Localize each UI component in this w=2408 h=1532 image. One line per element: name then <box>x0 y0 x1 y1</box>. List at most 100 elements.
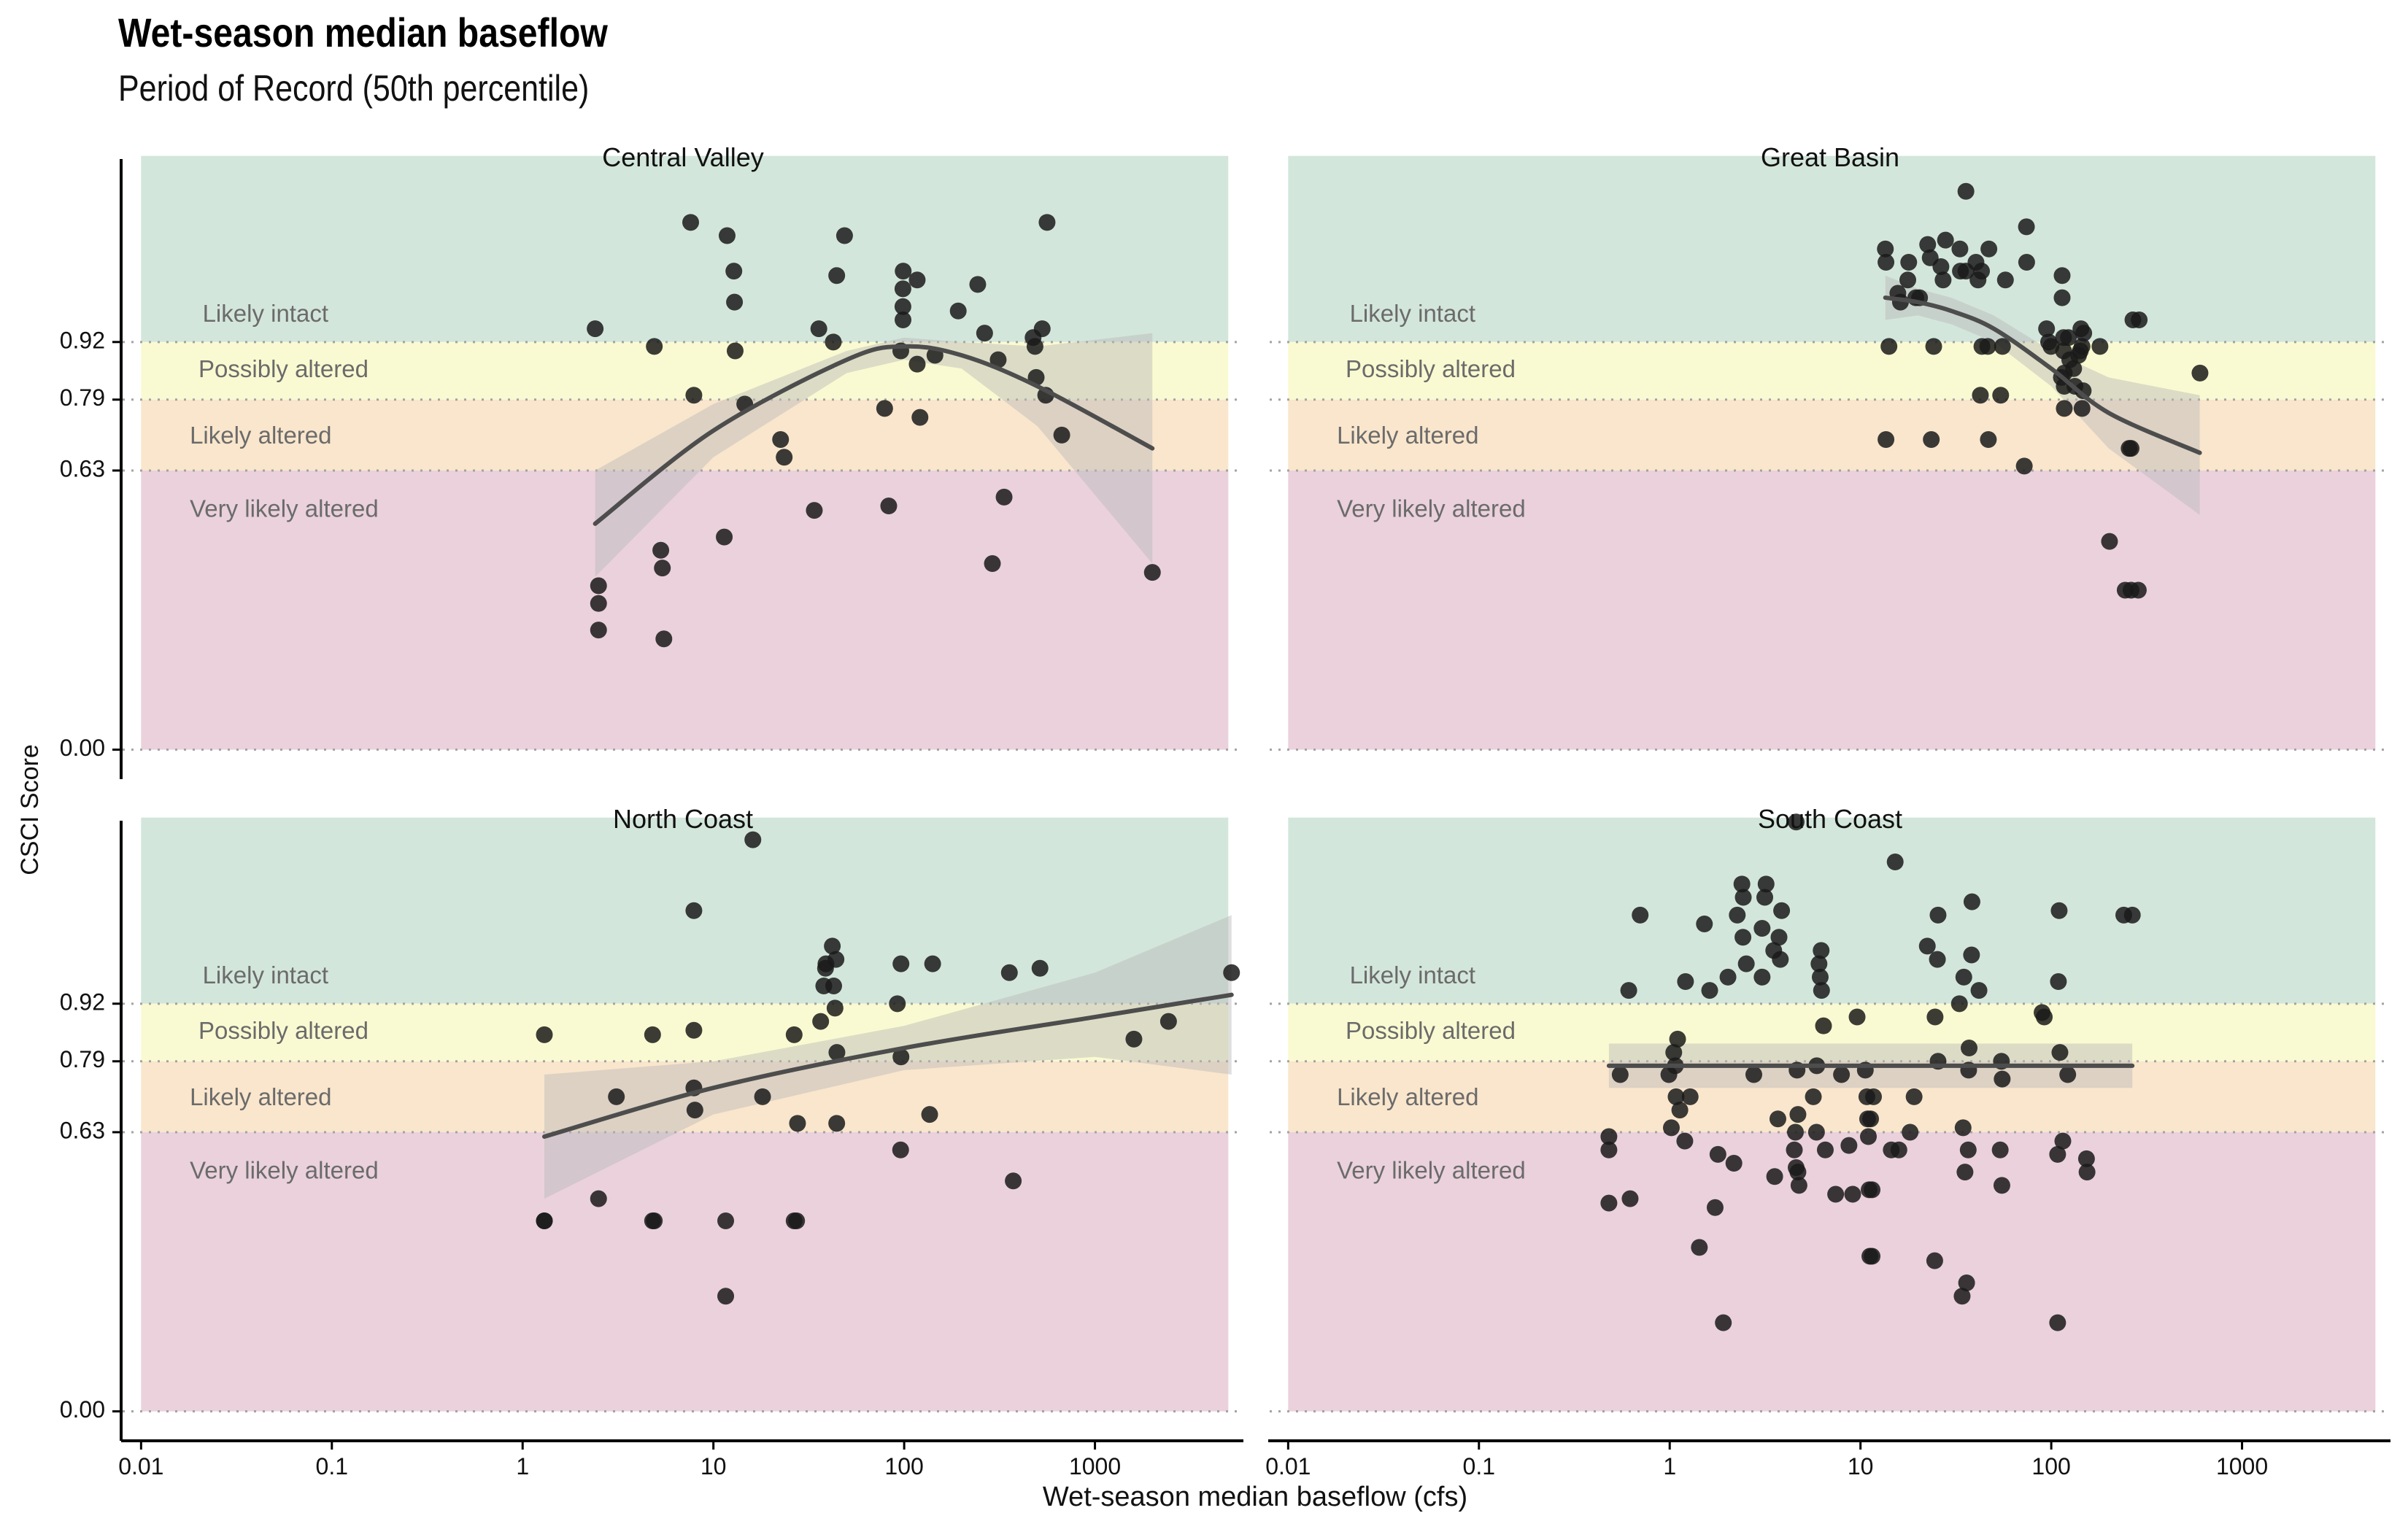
zone-band <box>1288 1003 2376 1061</box>
data-point <box>921 1106 938 1123</box>
data-point <box>1620 982 1637 999</box>
data-point <box>785 1026 803 1043</box>
data-point <box>1787 813 1805 831</box>
data-point <box>1890 1141 1907 1158</box>
data-point <box>1770 929 1788 946</box>
data-point <box>1143 564 1161 581</box>
data-point <box>644 1212 661 1229</box>
zone-label: Very likely altered <box>1337 1156 1526 1183</box>
data-point <box>969 276 987 293</box>
data-point <box>1877 240 1894 258</box>
data-point <box>725 263 743 280</box>
data-point <box>1905 1088 1923 1105</box>
data-point <box>1632 906 1649 924</box>
data-point <box>1031 959 1049 977</box>
data-point <box>1878 430 1895 448</box>
data-point <box>1996 271 2014 289</box>
data-point <box>1859 1128 1877 1145</box>
data-point <box>826 999 844 1017</box>
data-point <box>1787 1123 1805 1141</box>
data-point <box>1766 1168 1783 1185</box>
data-point <box>1958 1274 1975 1291</box>
data-point <box>1053 426 1070 444</box>
data-point <box>726 293 744 311</box>
x-tick-label: 10 <box>701 1453 727 1479</box>
data-point <box>1934 271 1952 289</box>
data-point <box>1880 338 1898 355</box>
data-point <box>1959 1141 1977 1158</box>
y-tick-label: 0.79 <box>60 1046 105 1072</box>
zone-label: Very likely altered <box>190 495 379 522</box>
data-point <box>1600 1128 1618 1145</box>
data-point <box>655 630 673 648</box>
data-point <box>1665 1044 1683 1061</box>
data-point <box>1038 214 1056 231</box>
data-point <box>686 1102 703 1119</box>
data-point <box>1963 893 1980 910</box>
data-point <box>1753 968 1771 986</box>
data-point <box>652 541 670 559</box>
confidence-band <box>595 333 1153 577</box>
data-point <box>1932 258 1950 276</box>
zone-band <box>1288 1131 2376 1412</box>
confidence-band <box>544 915 1232 1199</box>
y-tick-label: 0.92 <box>60 989 105 1015</box>
data-point <box>1223 964 1240 981</box>
trend-line <box>1883 295 2202 455</box>
data-point <box>810 320 827 338</box>
data-point <box>1725 1154 1743 1172</box>
data-point <box>892 1141 909 1158</box>
data-point <box>1757 875 1775 893</box>
data-point <box>789 1115 806 1132</box>
zone-label: Very likely altered <box>1337 495 1526 522</box>
data-point <box>744 831 762 848</box>
x-tick-label: 1000 <box>1069 1453 1121 1479</box>
data-point <box>1691 1239 1708 1256</box>
data-point <box>682 214 700 231</box>
data-point <box>1026 338 1043 355</box>
data-point <box>2050 972 2067 990</box>
data-point <box>608 1088 625 1105</box>
zone-label: Possibly altered <box>198 355 368 382</box>
zone-label: Likely intact <box>1350 962 1475 989</box>
data-point <box>590 622 607 639</box>
data-point <box>590 595 607 612</box>
data-point <box>812 1013 830 1030</box>
zone-label: Possibly altered <box>198 1017 368 1044</box>
data-point <box>776 449 793 466</box>
zone-band <box>141 470 1229 750</box>
data-point <box>2073 400 2091 417</box>
data-point <box>536 1212 553 1229</box>
data-point <box>836 227 853 244</box>
data-point <box>828 1044 846 1061</box>
data-point <box>1840 1137 1858 1154</box>
x-tick-label: 0.01 <box>1265 1453 1311 1479</box>
data-point <box>2091 338 2109 355</box>
data-point <box>1878 253 1895 271</box>
data-point <box>1980 240 1998 258</box>
data-point <box>1600 1194 1618 1212</box>
data-point <box>2015 457 2033 475</box>
data-point <box>1719 968 1737 986</box>
data-point <box>894 280 911 298</box>
data-point <box>1973 263 1991 280</box>
y-tick-label: 0.63 <box>60 1117 105 1143</box>
data-point <box>1715 1314 1732 1331</box>
data-point <box>587 320 604 338</box>
data-point <box>685 902 703 919</box>
data-point <box>2049 1145 2067 1163</box>
data-point <box>1918 937 1936 955</box>
panel-title: Central Valley <box>602 142 763 172</box>
data-point <box>1956 1164 1974 1181</box>
data-point <box>1600 1141 1618 1158</box>
zone-label: Possibly altered <box>1346 355 1516 382</box>
data-point <box>2122 440 2139 457</box>
data-point <box>1954 1119 1972 1137</box>
data-point <box>1864 1247 1881 1265</box>
zone-band <box>1288 399 2376 471</box>
data-point <box>1729 906 1746 924</box>
data-point <box>1669 1030 1686 1048</box>
x-tick-label: 100 <box>884 1453 923 1479</box>
x-tick-label: 1 <box>1663 1453 1676 1479</box>
zone-band <box>141 1131 1229 1412</box>
